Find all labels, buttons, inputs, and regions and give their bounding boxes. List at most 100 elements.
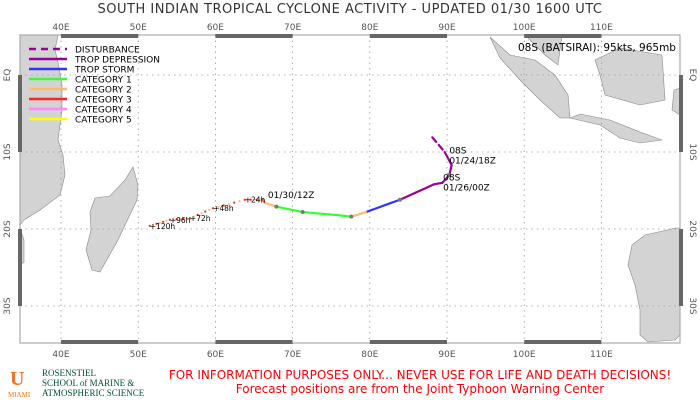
school-line: ATMOSPHERIC SCIENCE xyxy=(42,388,145,398)
forecast-dot xyxy=(172,218,175,221)
forecast-dot xyxy=(158,221,161,224)
position-label: 01/30/12Z xyxy=(268,191,315,201)
lon-tick-label: 100E xyxy=(513,23,536,33)
lon-tick-label: 50E xyxy=(130,23,147,33)
track-point xyxy=(447,173,452,178)
position-label: 01/24/18Z xyxy=(449,157,496,167)
axis-bar xyxy=(369,34,447,38)
forecast-dot xyxy=(252,198,255,201)
forecast-dot xyxy=(152,223,155,226)
storm-info: 08S (BATSIRAI): 95kts, 965mb xyxy=(518,42,676,54)
rsmas-logo: U MIAMI ROSENSTIEL SCHOOL of MARINE & AT… xyxy=(6,368,156,399)
lat-tick-label: EQ xyxy=(687,69,697,82)
track-point xyxy=(397,197,402,202)
axis-bar xyxy=(679,75,683,152)
map-title: SOUTH INDIAN TROPICAL CYCLONE ACTIVITY -… xyxy=(97,2,603,17)
axis-bar xyxy=(61,340,139,344)
borneo xyxy=(594,47,666,106)
forecast-dot xyxy=(155,222,158,225)
lat-tick-label: 20S xyxy=(3,220,13,237)
legend-label: TROP DEPRESSION xyxy=(74,56,160,66)
axes: 40E 40E 50E 50E 60E 60E 70E 70E 80E 80E 90E 90E 100E… xyxy=(3,23,697,360)
lon-tick-label: 60E xyxy=(207,23,224,33)
forecast-label: +24h xyxy=(245,196,266,205)
axis-bar xyxy=(524,34,602,38)
forecast-label: +120h xyxy=(150,222,176,231)
position-label: 08S xyxy=(449,147,466,157)
track-segment xyxy=(443,150,453,167)
track-segment xyxy=(301,210,339,217)
forecast-dot xyxy=(165,219,168,222)
grid xyxy=(20,35,680,343)
lon-tick-label: 70E xyxy=(284,23,301,33)
track-segment xyxy=(398,183,435,201)
forecast-dot xyxy=(243,198,246,201)
disclaimer: FOR INFORMATION PURPOSES ONLY... NEVER U… xyxy=(0,368,700,396)
lat-tick-label: 20S xyxy=(687,220,697,237)
lon-tick-label: 40E xyxy=(52,350,69,360)
axis-bar xyxy=(18,229,22,306)
track-segment xyxy=(275,205,304,214)
forecast-dot xyxy=(258,198,261,201)
forecast-dot xyxy=(211,207,215,210)
lon-tick-label: 110E xyxy=(590,350,613,360)
forecast-dot xyxy=(175,218,178,221)
africa xyxy=(19,34,66,226)
axis-bar xyxy=(215,34,293,38)
warning-text: FOR INFORMATION PURPOSES ONLY... NEVER U… xyxy=(168,368,672,382)
forecast-label: +48h xyxy=(213,204,234,213)
forecast-dot xyxy=(204,210,207,213)
forecast-dot xyxy=(200,212,203,215)
forecast-dot xyxy=(246,198,249,201)
legend-label: CATEGORY 3 xyxy=(75,96,132,106)
axis-bar xyxy=(215,340,293,344)
logo-city: MIAMI xyxy=(8,391,31,399)
forecast-dot xyxy=(148,224,151,228)
legend-label: DISTURBANCE xyxy=(75,46,140,56)
forecast-dot xyxy=(233,201,236,204)
map-frame xyxy=(19,34,681,344)
axis-bar xyxy=(369,340,447,344)
track-segment xyxy=(263,201,278,208)
source-text: Forecast positions are from the Joint Ty… xyxy=(235,382,605,396)
lon-tick-label: 110E xyxy=(590,23,613,33)
java xyxy=(569,113,663,144)
axis-bar xyxy=(524,340,602,344)
forecast-dot xyxy=(255,198,258,201)
forecast-dot xyxy=(222,204,225,207)
position-label: 01/26/00Z xyxy=(443,183,490,193)
lon-tick-label: 50E xyxy=(130,350,147,360)
legend-label: CATEGORY 5 xyxy=(75,116,132,126)
forecast-dot xyxy=(185,217,188,220)
position-label: 08S xyxy=(443,173,460,183)
legend-label: CATEGORY 2 xyxy=(75,86,132,96)
track-segment xyxy=(431,136,446,154)
legend-label: CATEGORY 4 xyxy=(75,106,132,116)
track-segment xyxy=(350,210,368,218)
lon-tick-label: 90E xyxy=(438,350,455,360)
lat-tick-label: 30S xyxy=(687,297,697,314)
forecast-dot xyxy=(196,213,199,216)
track-point xyxy=(300,210,305,215)
lon-tick-label: 80E xyxy=(361,350,378,360)
land xyxy=(19,34,681,343)
madagascar xyxy=(85,166,139,273)
australia xyxy=(627,227,681,343)
lon-tick-label: 90E xyxy=(438,23,455,33)
forecast-dot xyxy=(168,218,171,221)
school-line: SCHOOL of MARINE & xyxy=(42,378,135,388)
forecast-dot xyxy=(261,198,264,201)
forecast-dot xyxy=(208,208,211,211)
forecast-dot xyxy=(188,217,192,220)
logo-mark: U xyxy=(10,368,25,390)
logo-school: ROSENSTIEL SCHOOL of MARINE & ATMOSPHERI… xyxy=(42,368,144,398)
school-line: ROSENSTIEL xyxy=(42,368,96,378)
forecast-dot xyxy=(249,198,252,201)
track-point xyxy=(274,204,279,209)
forecast-dot xyxy=(238,200,241,203)
track-segment xyxy=(364,198,402,214)
lon-tick-label: 70E xyxy=(284,350,301,360)
forecast-dot xyxy=(182,217,185,220)
